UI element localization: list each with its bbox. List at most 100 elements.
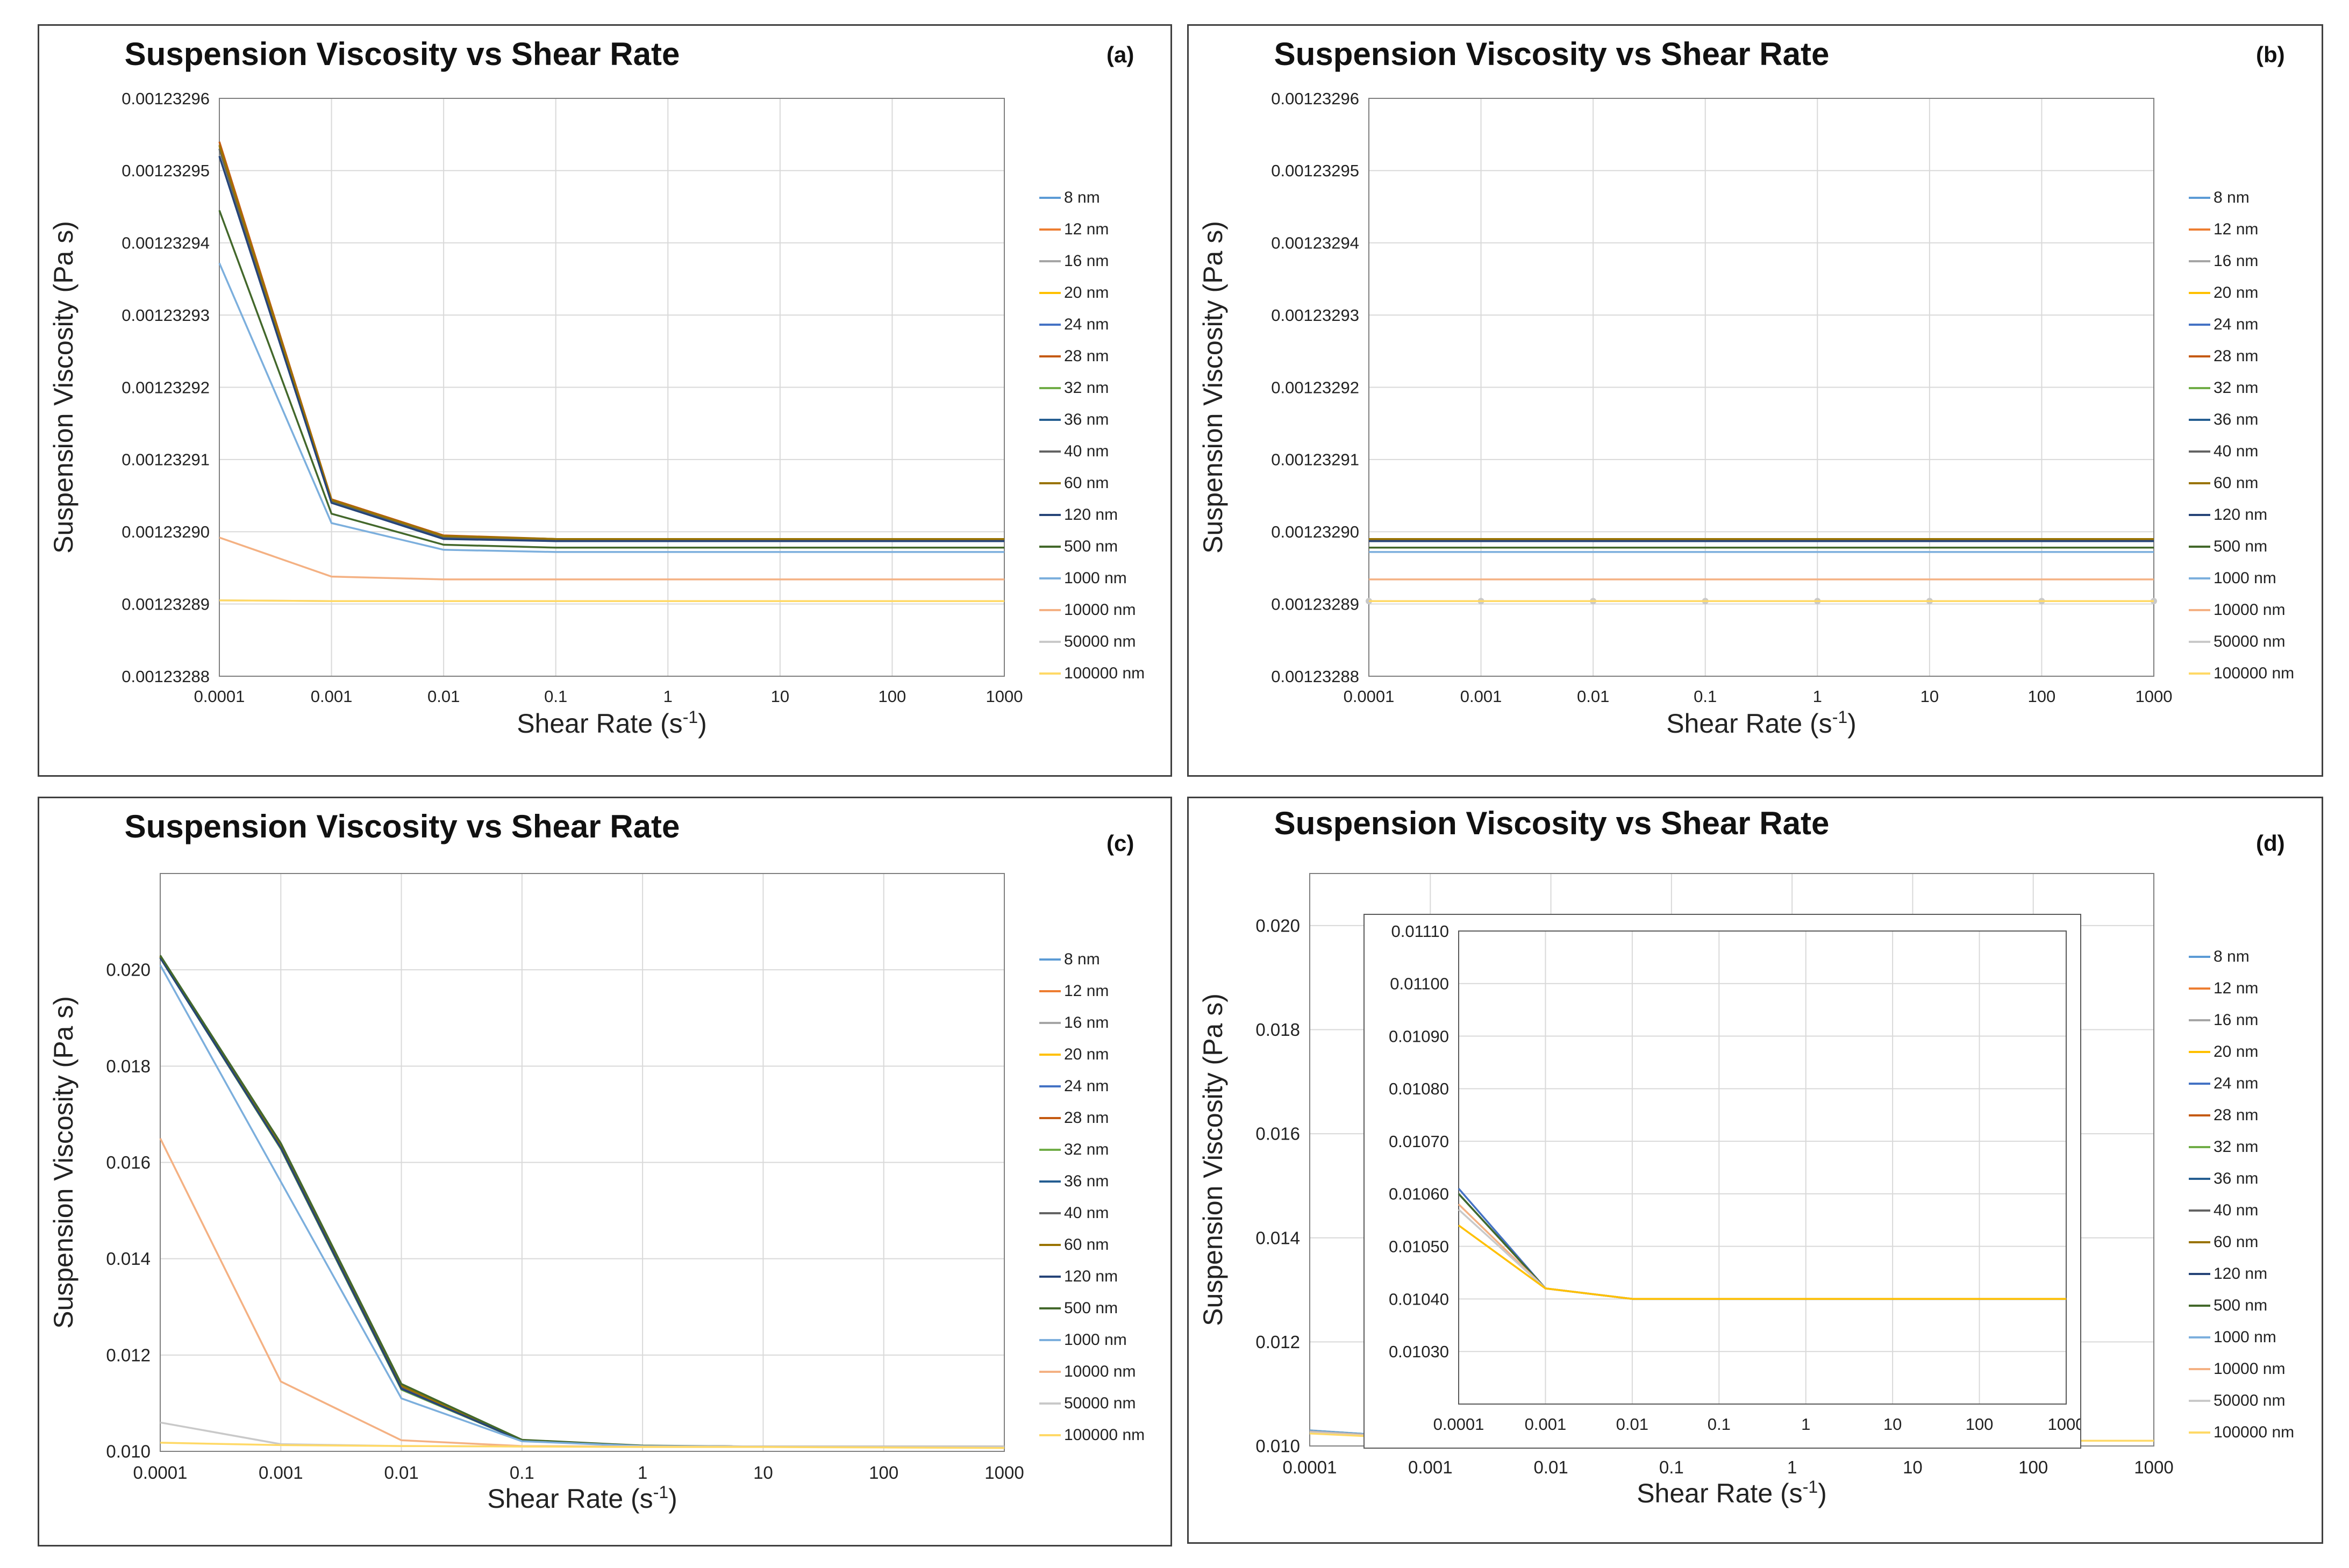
y-tick-label: 0.00123294 [1271, 234, 1359, 253]
plot-frame [160, 873, 1005, 1452]
y-axis-label: Suspension Viscosity (Pa s) [48, 221, 78, 554]
plot-frame [219, 98, 1005, 677]
legend-swatch [1039, 418, 1061, 421]
legend-item: 32 nm [1039, 1134, 1109, 1165]
y-tick-label: 0.00123293 [1271, 306, 1359, 325]
legend-swatch [2189, 1145, 2210, 1148]
legend-item: 1000 nm [2189, 562, 2276, 594]
y-tick-label: 0.00123289 [1271, 595, 1359, 613]
x-axis-label: Shear Rate (s-1) [1637, 1477, 1827, 1508]
chart-title: Suspension Viscosity vs Shear Rate [1274, 805, 1830, 841]
legend-swatch [1039, 482, 1061, 484]
legend-swatch [2189, 577, 2210, 579]
series-line [1458, 1187, 2066, 1300]
y-tick-label: 0.00123290 [122, 522, 210, 541]
legend-swatch [2189, 1241, 2210, 1243]
legend-swatch [2189, 196, 2210, 199]
legend-item: 24 nm [2189, 309, 2258, 340]
legend-item: 50000 nm [2189, 626, 2285, 657]
x-tick-label: 0.01 [1533, 1457, 1568, 1477]
legend-item: 40 nm [1039, 435, 1109, 467]
plot-area: 0.00123288 0.00123289 0.00123290 0.00123291… [1198, 89, 2172, 739]
legend-swatch [1039, 1434, 1061, 1436]
y-tick-label: 0.01080 [1389, 1079, 1449, 1098]
legend-swatch [2189, 640, 2210, 643]
series-line [159, 956, 1004, 1448]
legend-label: 12 nm [2214, 220, 2259, 238]
y-tick-label: 0.00123295 [122, 161, 210, 180]
legend-item: 16 nm [1039, 1007, 1109, 1039]
series-line [218, 210, 1004, 549]
legend-item: 8 nm [2189, 941, 2250, 972]
legend-item: 28 nm [2189, 340, 2258, 372]
legend-label: 100000 nm [1064, 664, 1145, 682]
legend-label: 8 nm [1064, 188, 1100, 206]
legend-swatch [2189, 260, 2210, 262]
series-line [159, 956, 1004, 1448]
legend-label: 32 nm [2214, 1137, 2259, 1156]
legend-swatch [1039, 450, 1061, 453]
legend-label: 40 nm [1064, 442, 1109, 460]
x-tick-label: 0.0001 [1433, 1415, 1484, 1434]
legend-swatch [1039, 1402, 1061, 1405]
series-line [159, 957, 1004, 1448]
legend-label: 20 nm [1064, 283, 1109, 302]
y-tick-label: 0.00123288 [1271, 667, 1359, 686]
legend-label: 10000 nm [2214, 600, 2286, 619]
legend-swatch [2189, 1272, 2210, 1275]
legend-swatch [1039, 577, 1061, 579]
y-axis-label: Suspension Viscosity (Pa s) [48, 996, 78, 1329]
legend-item: 12 nm [1039, 975, 1109, 1007]
legend-label: 40 nm [1064, 1204, 1109, 1222]
y-tick-label: 0.020 [106, 960, 151, 980]
legend-item: 500 nm [2189, 1290, 2267, 1321]
legend-item: 20 nm [1039, 277, 1109, 309]
legend-label: 1000 nm [1064, 1330, 1127, 1349]
series-line [218, 155, 1004, 542]
y-tick-label: 0.00123293 [122, 306, 210, 325]
y-tick-label: 0.00123289 [122, 595, 210, 613]
legend-label: 500 nm [1064, 537, 1118, 555]
legend-swatch [1039, 672, 1061, 675]
x-tick-label: 0.0001 [133, 1463, 188, 1483]
legend-swatch [1039, 1053, 1061, 1056]
legend-item: 8 nm [1039, 182, 1100, 213]
legend-item: 8 nm [2189, 182, 2250, 213]
y-tick-label: 0.01070 [1389, 1132, 1449, 1151]
series-line [218, 145, 1004, 540]
legend-label: 8 nm [2214, 947, 2250, 965]
legend-swatch [1039, 958, 1061, 961]
legend-item: 500 nm [1039, 531, 1118, 562]
legend-label: 32 nm [2214, 378, 2259, 397]
x-tick-label: 0.1 [1659, 1457, 1684, 1477]
legend-swatch [2189, 228, 2210, 231]
legend-label: 50000 nm [2214, 632, 2286, 650]
legend-swatch [1039, 1212, 1061, 1214]
legend-swatch [1039, 990, 1061, 992]
y-tick-label: 0.014 [1255, 1228, 1300, 1248]
x-tick-label: 0.01 [427, 687, 460, 706]
legend-item: 40 nm [2189, 435, 2258, 467]
legend-swatch [2189, 291, 2210, 294]
legend-item: 100000 nm [1039, 657, 1145, 689]
x-tick-label: 0.1 [1708, 1415, 1731, 1434]
x-tick-label: 0.1 [544, 687, 567, 706]
y-tick-label: 0.01050 [1389, 1237, 1449, 1256]
legend-item: 28 nm [2189, 1099, 2258, 1131]
legend-label: 100000 nm [2214, 1423, 2295, 1441]
x-tick-label: 1000 [986, 687, 1023, 706]
x-tick-label: 0.001 [259, 1463, 303, 1483]
legend-label: 60 nm [1064, 1235, 1109, 1254]
x-tick-label: 0.0001 [1283, 1457, 1337, 1477]
series-line [218, 148, 1004, 541]
series-line [218, 148, 1004, 542]
legend-label: 100000 nm [2214, 664, 2295, 682]
legend-item: 20 nm [2189, 1036, 2258, 1068]
x-tick-label: 100 [1966, 1415, 1994, 1434]
panel-label: (d) [2256, 830, 2285, 856]
legend-label: 20 nm [1064, 1045, 1109, 1063]
legend-item: 120 nm [2189, 1258, 2267, 1290]
y-tick-label: 0.01030 [1389, 1342, 1449, 1361]
legend-swatch [1039, 1243, 1061, 1246]
y-tick-label: 0.00123296 [122, 89, 210, 108]
